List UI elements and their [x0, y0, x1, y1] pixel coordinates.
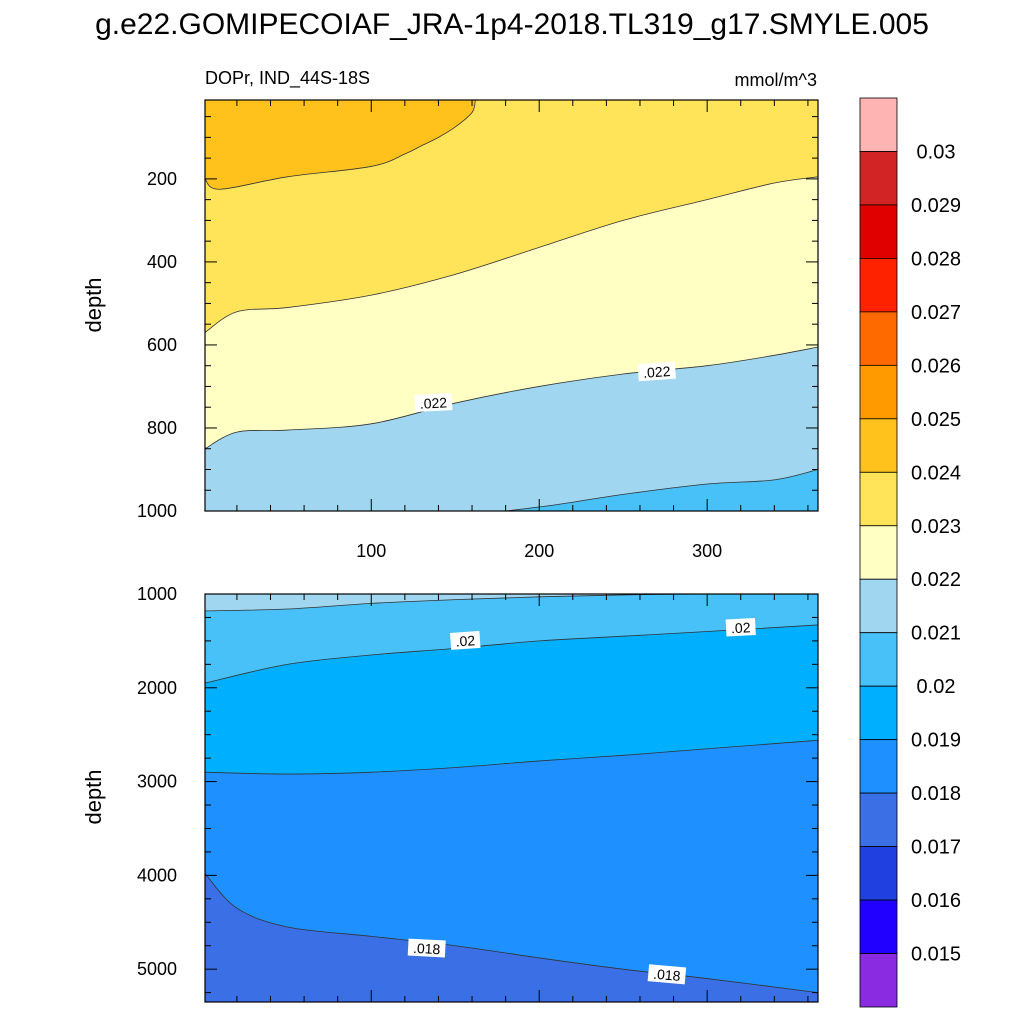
- colorbar-label: 0.017: [911, 837, 961, 859]
- colorbar-swatch: [859, 899, 898, 954]
- contour-label-text: .022: [643, 363, 672, 381]
- y-tick-label: 1000: [137, 501, 177, 521]
- colorbar-label: 0.027: [911, 302, 961, 324]
- contour-fill-band: [205, 594, 708, 611]
- contour-line: [205, 346, 818, 450]
- contour-line: [205, 739, 818, 775]
- contour-label-box: [414, 393, 453, 413]
- x-tick-label: 300: [692, 541, 722, 561]
- colorbar-swatch: [859, 739, 898, 794]
- y-tick-label: 800: [147, 418, 177, 438]
- colorbar-swatch: [859, 685, 898, 741]
- contour-label-text: .02: [455, 632, 476, 649]
- bottom-ylabel: depth: [81, 769, 106, 824]
- colorbar-label: 0.016: [911, 890, 961, 912]
- y-tick-label: 1000: [137, 584, 177, 604]
- colorbar-swatch: [859, 204, 898, 259]
- colorbar-label: 0.03: [917, 141, 956, 163]
- contour-label: .022: [637, 361, 676, 382]
- colorbar-swatch: [859, 364, 898, 420]
- colorbar: 0.03 0.029 0.028 0.027 0.026 0.025 0.024 0.023 0…: [859, 97, 961, 1008]
- contour-line: [205, 873, 818, 994]
- plot-frame: [204, 99, 819, 512]
- colorbar-swatch: [859, 471, 898, 527]
- contour-label-text: .022: [419, 394, 447, 411]
- contour-label-box: [450, 630, 481, 650]
- contour-line: [205, 100, 476, 190]
- y-tick-label: 2000: [137, 678, 177, 698]
- colorbar-label: 0.015: [911, 944, 961, 966]
- colorbar-label: 0.018: [911, 783, 961, 805]
- contour-line: [205, 624, 818, 684]
- x-tick-label: 100: [356, 541, 386, 561]
- y-tick-label: 4000: [137, 865, 177, 885]
- contour-label-box: [725, 618, 756, 637]
- y-tick-label: 600: [147, 335, 177, 355]
- contour-line: [205, 594, 708, 612]
- contour-label-text: .018: [413, 940, 441, 957]
- colorbar-label: 0.025: [911, 409, 961, 431]
- top-ylabel: depth: [81, 277, 106, 332]
- top-contour-panel: 100 200 300 200 400 600 800 1000 .022 .022: [137, 99, 819, 561]
- top-subtitle-right: mmol/m^3: [735, 70, 817, 90]
- contour-label-box: [637, 361, 676, 382]
- contour-label-box: [647, 964, 687, 985]
- colorbar-label: 0.02: [917, 676, 956, 698]
- y-tick-label: 400: [147, 252, 177, 272]
- contour-fill-band: [205, 594, 818, 684]
- contour-label: .022: [414, 393, 453, 413]
- colorbar-label: 0.023: [911, 516, 961, 538]
- colorbar-label: 0.029: [911, 195, 961, 217]
- colorbar-swatch: [859, 792, 898, 847]
- colorbar-swatch: [859, 311, 898, 366]
- colorbar-swatch: [859, 151, 898, 206]
- x-tick-label: 200: [524, 541, 554, 561]
- contour-line: [505, 469, 818, 511]
- colorbar-swatch: [859, 418, 898, 473]
- colorbar-label: 0.019: [911, 730, 961, 752]
- colorbar-swatch: [859, 525, 898, 580]
- contour-label: .02: [725, 618, 756, 637]
- plot-frame: [204, 593, 819, 1003]
- y-tick-label: 5000: [137, 959, 177, 979]
- contour-label: .02: [450, 630, 481, 650]
- colorbar-swatch: [859, 258, 898, 313]
- contour-label: .018: [407, 938, 446, 958]
- colorbar-swatch: [859, 578, 898, 634]
- contour-label: .018: [647, 964, 687, 985]
- colorbar-swatch: [859, 953, 898, 1008]
- colorbar-label: 0.022: [911, 569, 961, 591]
- colorbar-label: 0.024: [911, 462, 961, 484]
- bottom-contour-panel: 1000 2000 3000 4000 5000 .02 .02 .018 .018: [137, 584, 819, 1003]
- contour-fill-band: [205, 100, 476, 190]
- top-subtitle-left: DOPr, IND_44S-18S: [205, 68, 370, 89]
- contour-label-text: .018: [653, 966, 682, 984]
- contour-line: [205, 176, 818, 333]
- colorbar-label: 0.028: [911, 248, 961, 270]
- y-tick-label: 3000: [137, 772, 177, 792]
- colorbar-swatch: [859, 846, 898, 901]
- colorbar-label: 0.026: [911, 355, 961, 377]
- colorbar-swatch: [859, 632, 898, 687]
- contour-label-text: .02: [731, 619, 751, 636]
- figure-title: g.e22.GOMIPECOIAF_JRA-1p4-2018.TL319_g17…: [95, 8, 929, 41]
- colorbar-swatch: [859, 97, 898, 152]
- y-tick-label: 200: [147, 169, 177, 189]
- colorbar-label: 0.021: [911, 623, 961, 645]
- contour-label-box: [407, 938, 446, 958]
